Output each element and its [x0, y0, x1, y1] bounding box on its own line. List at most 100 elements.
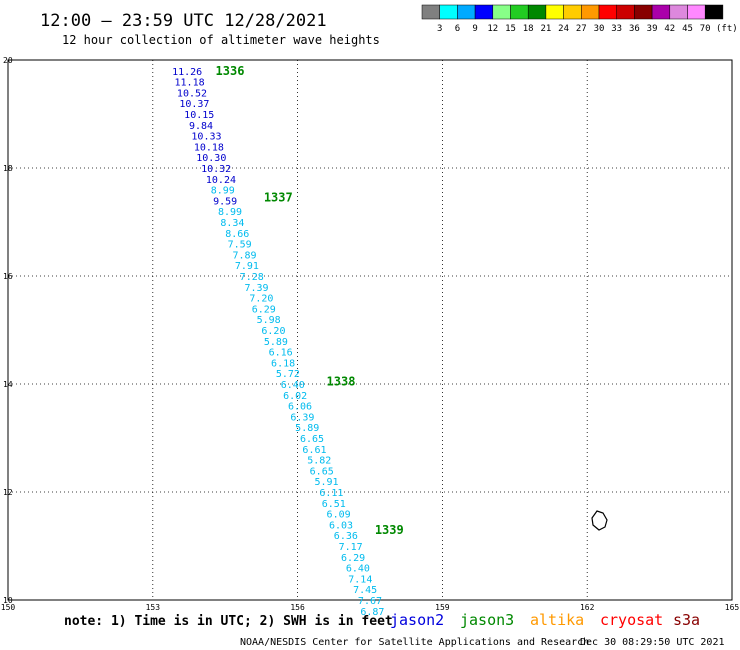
longitude-tick-label: 165	[725, 603, 740, 612]
colorbar-swatch	[545, 4, 564, 20]
longitude-tick-label: 156	[290, 603, 305, 612]
wave-height-value: 5.89	[295, 423, 319, 434]
wave-height-value: 6.02	[283, 391, 307, 402]
map-border	[7, 59, 733, 601]
colorbar-label: 15	[505, 24, 516, 34]
colorbar-label: 33	[611, 24, 622, 34]
wave-height-value: 7.28	[240, 272, 264, 283]
colorbar-legend: 3 6 9 12 15 18 21 24 27 30 33 36 39 42 45 70	[421, 4, 724, 34]
colorbar-swatch	[474, 4, 494, 20]
wave-height-value: 5.82	[307, 456, 331, 467]
wave-height-value: 10.32	[201, 164, 231, 175]
wave-height-value: 6.87	[360, 607, 384, 618]
wave-height-value: 7.17	[339, 542, 363, 553]
colorbar-swatch	[581, 4, 600, 20]
wave-height-value: 9.59	[213, 196, 237, 207]
wave-height-value: 7.59	[228, 240, 252, 251]
wave-height-value: 6.65	[310, 466, 334, 477]
latitude-labels: 20 18 16 14 12 10	[3, 56, 13, 605]
colorbar-swatch	[634, 4, 653, 20]
wave-height-value: 7.20	[249, 294, 273, 305]
colorbar-label: 30	[594, 24, 605, 34]
wave-height-value: 6.29	[341, 553, 365, 564]
pass-number-label: 1338	[327, 374, 356, 388]
wave-height-points: 11.2611.1810.5210.3710.159.8410.3310.181…	[172, 67, 384, 618]
colorbar-label: 3	[437, 24, 442, 34]
colorbar-swatch	[651, 4, 671, 20]
colorbar-label: 21	[540, 24, 551, 34]
colorbar-label: 24	[558, 24, 569, 34]
wave-height-value: 7.14	[348, 574, 372, 585]
longitude-tick-label: 150	[1, 603, 16, 612]
colorbar-label: 45	[682, 24, 693, 34]
map-title: 12:00 – 23:59 UTC 12/28/2021	[40, 11, 327, 31]
wave-height-value: 11.18	[175, 78, 205, 89]
colorbar-swatch	[492, 4, 511, 20]
colorbar-swatch	[510, 4, 529, 20]
latitude-tick-label: 18	[3, 164, 13, 173]
satellite-legend-cryosat: cryosat	[600, 611, 663, 629]
wave-height-value: 7.91	[235, 261, 259, 272]
wave-height-value: 10.18	[194, 142, 224, 153]
colorbar-label: 18	[523, 24, 534, 34]
wave-height-value: 9.84	[189, 121, 213, 132]
wave-height-value: 7.45	[353, 585, 377, 596]
wave-height-value: 8.66	[225, 229, 249, 240]
latitude-tick-label: 14	[3, 380, 13, 389]
longitude-tick-label: 159	[435, 603, 450, 612]
colorbar-unit: (ft)	[716, 24, 738, 34]
footer-note: note: 1) Time is in UTC; 2) SWH is in fe…	[64, 614, 393, 629]
longitude-tick-label: 153	[146, 603, 161, 612]
colorbar-swatch	[563, 4, 582, 20]
latitude-tick-label: 12	[3, 488, 13, 497]
graticule	[8, 60, 732, 600]
map-subtitle: 12 hour collection of altimeter wave hei…	[62, 33, 380, 47]
wave-height-value: 6.18	[271, 358, 295, 369]
colorbar-swatch	[527, 4, 547, 20]
satellite-legend: jason2 jason3 altika cryosat s3a	[390, 611, 700, 629]
satellite-legend-s3a: s3a	[673, 611, 700, 629]
colorbar-label: 9	[472, 24, 477, 34]
satellite-legend-altika: altika	[530, 611, 584, 629]
wave-height-value: 11.26	[172, 67, 202, 78]
wave-height-value: 8.34	[220, 218, 244, 229]
wave-height-value: 6.51	[322, 499, 346, 510]
wave-height-value: 6.09	[327, 510, 351, 521]
wave-height-value: 6.40	[346, 564, 370, 575]
wave-height-value: 10.52	[177, 88, 207, 99]
wave-height-value: 5.72	[276, 369, 300, 380]
wave-height-value: 7.39	[245, 283, 269, 294]
colorbar-label: 6	[455, 24, 460, 34]
colorbar-swatch	[598, 4, 617, 20]
colorbar-label: 70	[700, 24, 711, 34]
colorbar-swatch	[669, 4, 688, 20]
wave-height-value: 7.67	[358, 596, 382, 607]
wave-height-value: 5.91	[314, 477, 338, 488]
footer-timestamp: Dec 30 08:29:50 UTC 2021	[580, 637, 725, 648]
latitude-tick-label: 20	[3, 56, 13, 65]
latitude-tick-label: 16	[3, 272, 13, 281]
wave-height-value: 7.89	[232, 250, 256, 261]
island-outline	[591, 510, 608, 531]
wave-height-value: 6.03	[329, 520, 353, 531]
wave-height-value: 10.33	[191, 132, 221, 143]
wave-height-value: 10.30	[196, 153, 226, 164]
wave-height-value: 6.65	[300, 434, 324, 445]
pass-labels: 1336 1337 1338 1339	[216, 64, 404, 537]
wave-height-value: 5.98	[257, 315, 281, 326]
pass-number-label: 1337	[264, 191, 293, 205]
satellite-legend-jason3: jason3	[460, 611, 514, 629]
wave-height-value: 6.11	[319, 488, 343, 499]
colorbar-label: 42	[664, 24, 675, 34]
longitude-labels: 150 153 156 159 162 165	[1, 603, 740, 612]
wave-height-value: 5.89	[264, 337, 288, 348]
colorbar-swatch	[421, 4, 440, 20]
wave-height-value: 6.16	[269, 348, 293, 359]
satellite-legend-jason2: jason2	[390, 611, 444, 629]
wave-height-value: 6.40	[281, 380, 305, 391]
colorbar-swatch	[457, 4, 476, 20]
pass-number-label: 1336	[216, 64, 245, 78]
map-frame	[7, 59, 733, 601]
colorbar-label: 39	[647, 24, 658, 34]
